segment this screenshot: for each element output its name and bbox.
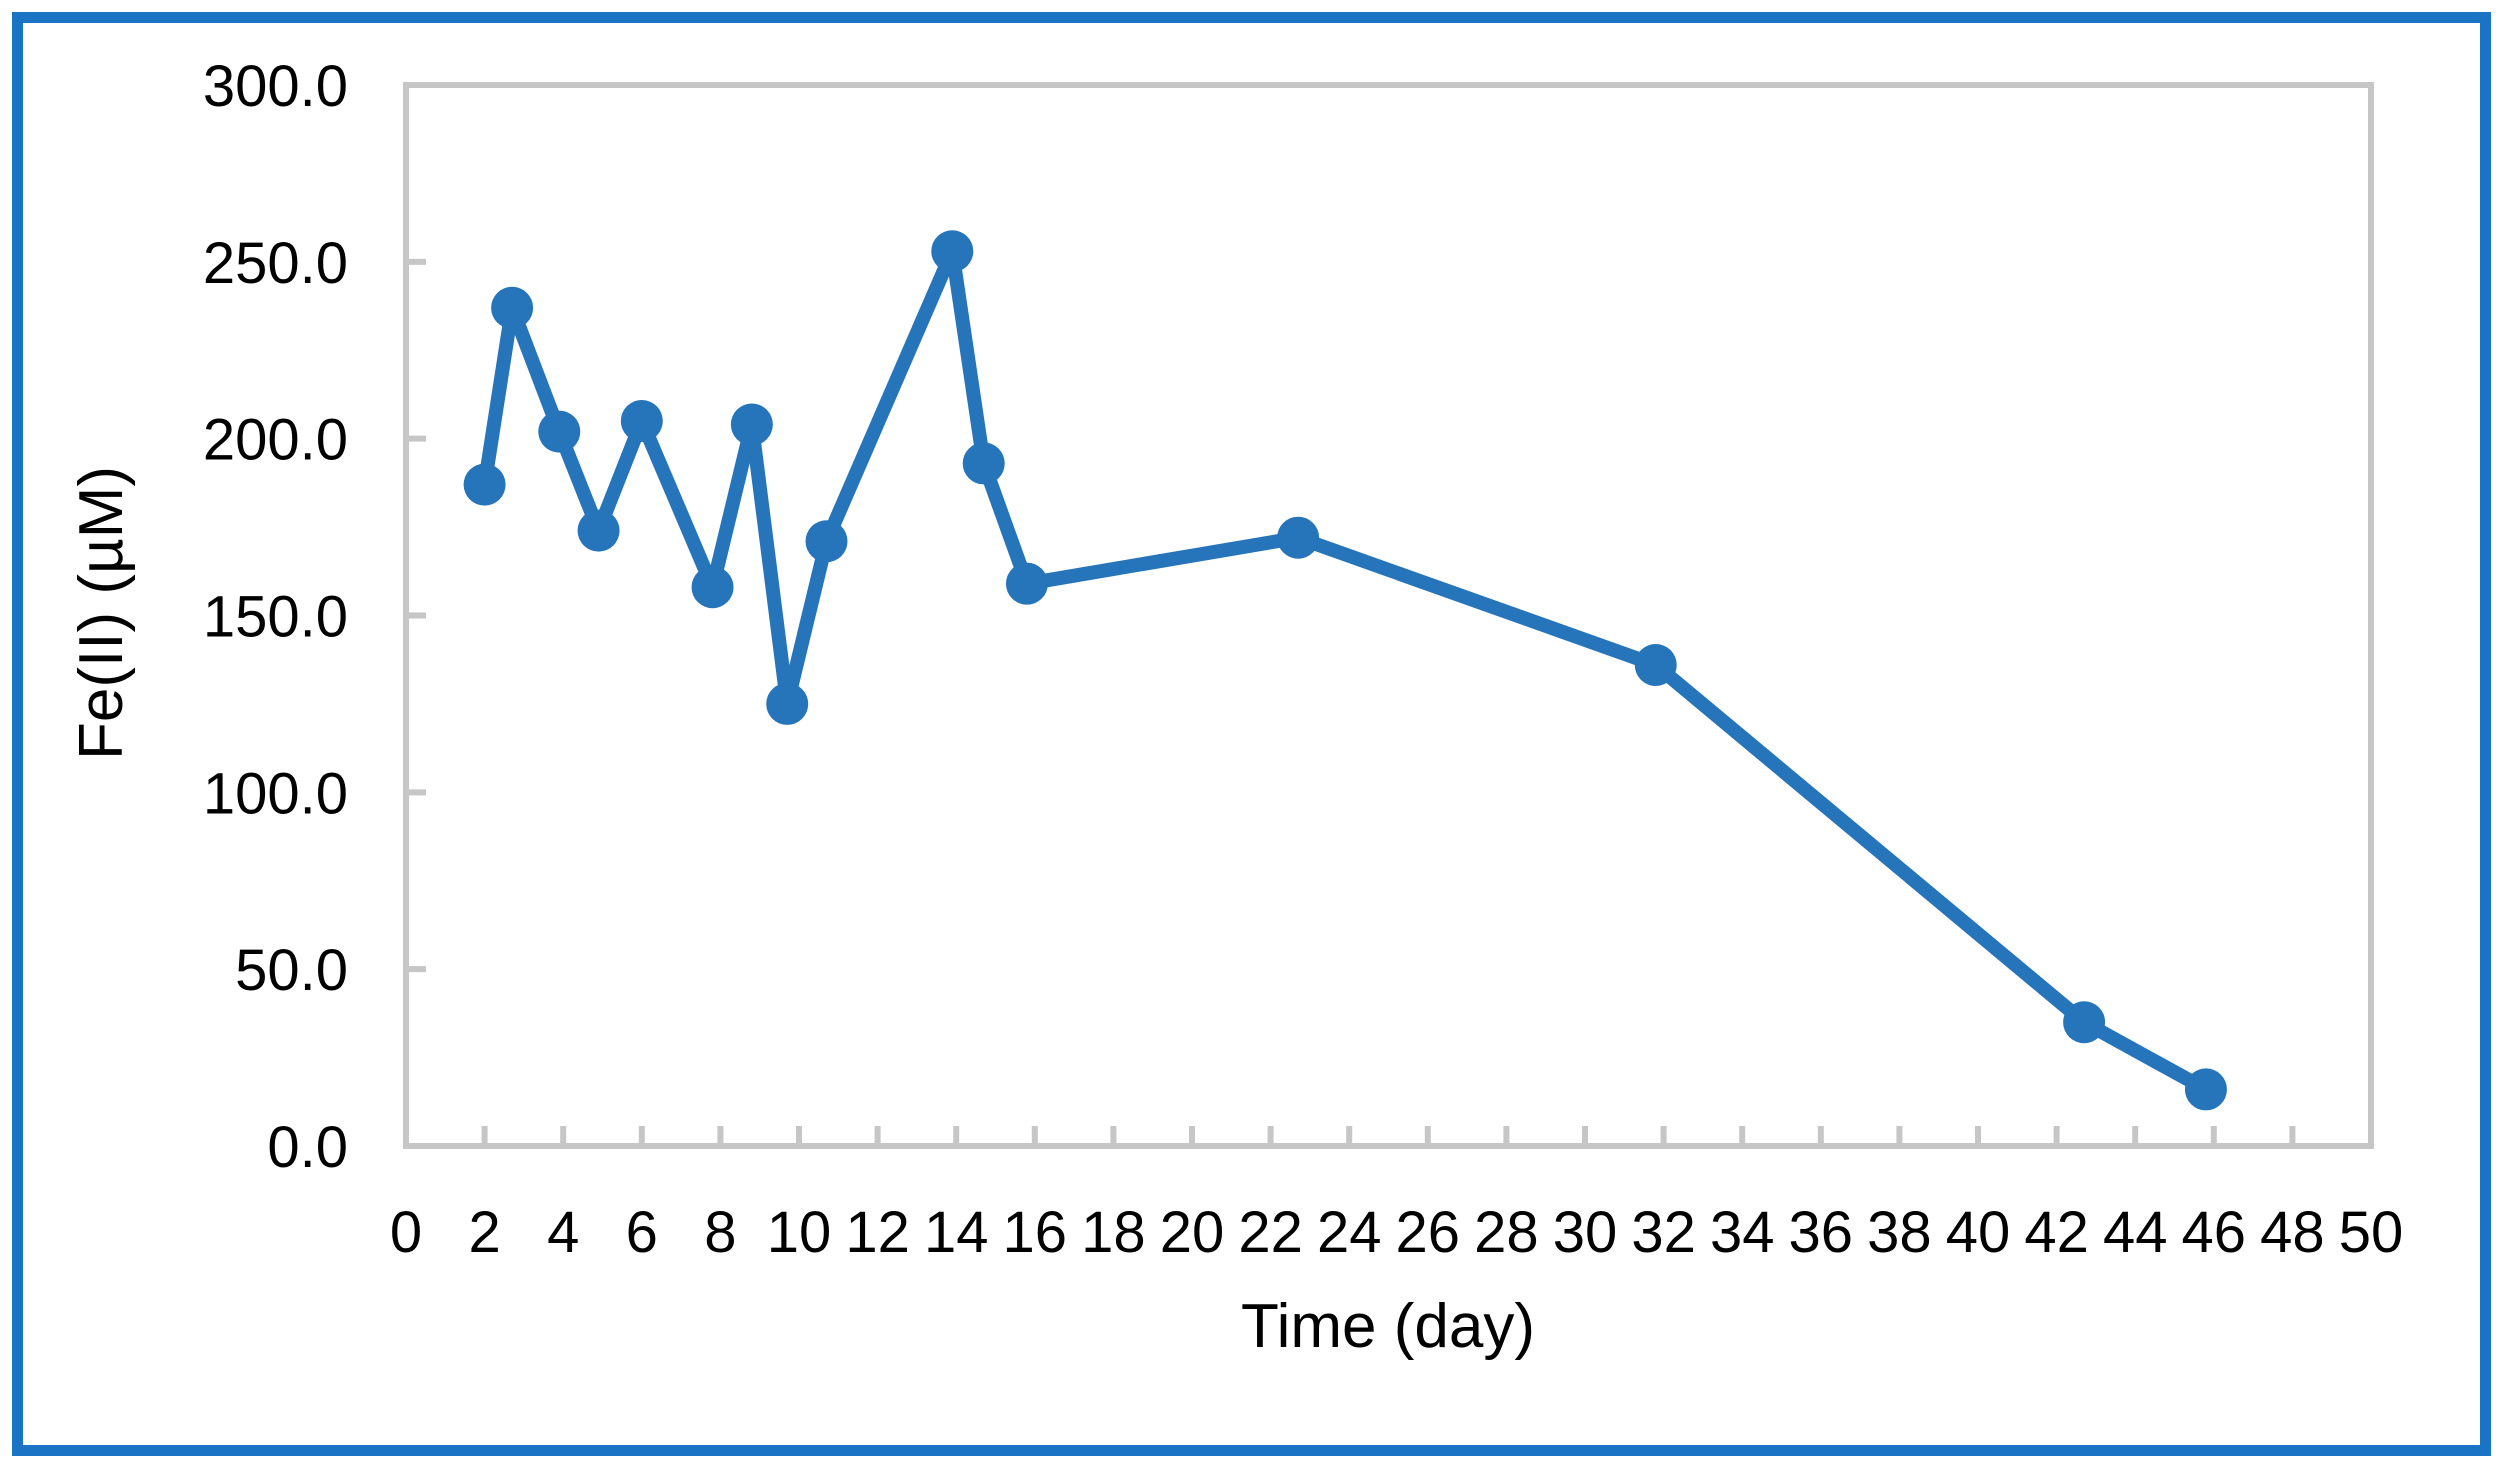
data-line: [477, 244, 2213, 1097]
x-tick-label: 48: [2260, 1200, 2325, 1265]
plot-border: [403, 82, 2374, 1149]
y-tick-label: 200.0: [203, 408, 348, 473]
data-point-marker: [931, 230, 974, 273]
data-point-marker: [962, 442, 1005, 485]
x-tick-label: 28: [1474, 1200, 1539, 1265]
data-point-marker: [463, 463, 506, 506]
data-point-marker: [1277, 516, 1320, 559]
y-tick-label: 250.0: [203, 231, 348, 296]
data-point-marker: [491, 286, 534, 329]
x-tick-label: 44: [2103, 1200, 2168, 1265]
x-tick-label: 40: [1946, 1200, 2011, 1265]
x-tick-label: 4: [547, 1200, 579, 1265]
data-point-marker: [730, 403, 773, 446]
x-tick-label: 34: [1710, 1200, 1775, 1265]
y-tick-label: 300.0: [203, 54, 348, 119]
y-axis-title: Fe(II) (µM): [67, 466, 136, 760]
x-tick-label: 8: [704, 1200, 736, 1265]
x-tick-label: 20: [1160, 1200, 1225, 1265]
x-tick-label: 26: [1396, 1200, 1461, 1265]
y-tick-label: 50.0: [235, 938, 348, 1003]
x-tick-label: 22: [1238, 1200, 1303, 1265]
x-tick-label: 16: [1003, 1200, 1068, 1265]
data-point-marker: [691, 566, 734, 609]
y-tick-label: 0.0: [267, 1115, 348, 1180]
y-tick-label: 100.0: [203, 761, 348, 826]
data-point-marker: [2184, 1068, 2227, 1111]
x-tick-label: 38: [1867, 1200, 1932, 1265]
data-point-marker: [1005, 562, 1048, 605]
data-point-marker: [1634, 644, 1677, 687]
data-point-marker: [620, 399, 663, 442]
x-tick-label: 46: [2182, 1200, 2247, 1265]
x-axis-title: Time (day): [1241, 1292, 1535, 1361]
data-point-marker: [766, 682, 809, 725]
x-tick-label: 36: [1789, 1200, 1854, 1265]
x-tick-label: 2: [468, 1200, 500, 1265]
x-tick-label: 32: [1631, 1200, 1696, 1265]
data-point-marker: [538, 410, 581, 453]
data-point-marker: [2063, 1001, 2106, 1044]
x-tick-label: 10: [767, 1200, 832, 1265]
figure-border: [12, 12, 2491, 1456]
x-tick-label: 50: [2339, 1200, 2404, 1265]
x-tick-label: 18: [1081, 1200, 1146, 1265]
data-point-marker: [805, 520, 848, 563]
x-tick-label: 0: [390, 1200, 422, 1265]
x-tick-label: 6: [626, 1200, 658, 1265]
data-point-marker: [577, 509, 620, 552]
x-tick-label: 42: [2024, 1200, 2089, 1265]
x-tick-label: 30: [1553, 1200, 1618, 1265]
x-tick-label: 12: [845, 1200, 910, 1265]
y-tick-label: 150.0: [203, 585, 348, 650]
x-tick-label: 24: [1317, 1200, 1382, 1265]
x-tick-label: 14: [924, 1200, 989, 1265]
